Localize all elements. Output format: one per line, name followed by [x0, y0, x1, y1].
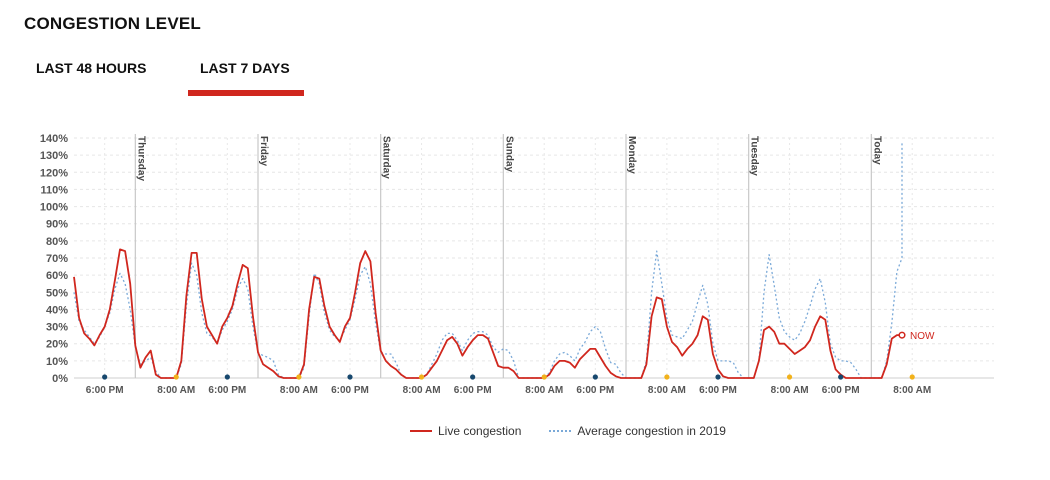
legend-swatch-average — [549, 430, 572, 432]
time-marker-dot — [541, 374, 547, 380]
y-tick-label: 40% — [46, 304, 68, 316]
y-tick-label: 20% — [46, 339, 68, 351]
tab-last-48-hours[interactable]: LAST 48 HOURS — [36, 60, 147, 76]
x-tick-label: 6:00 PM — [208, 385, 246, 396]
day-label: Sunday — [503, 136, 514, 173]
day-label: Saturday — [381, 136, 392, 179]
congestion-chart: 0% 10% 20% 30% 40% 50% 60% 70% 80% 90% 100% 110% 120… — [40, 133, 994, 396]
now-label: NOW — [910, 331, 935, 342]
time-marker-dot — [418, 374, 425, 380]
legend-label-average: Average congestion in 2019 — [577, 424, 726, 438]
x-tick-label: 6:00 PM — [822, 385, 860, 396]
time-marker-dot — [102, 374, 108, 380]
x-tick-label: 6:00 PM — [86, 385, 124, 396]
legend-swatch-live — [410, 430, 432, 432]
series-line-live — [73, 248, 902, 379]
x-tick-label: 8:00 AM — [525, 385, 563, 396]
page-title: CONGESTION LEVEL — [24, 14, 201, 33]
x-tick-label: 8:00 AM — [648, 385, 686, 396]
time-marker-dot — [664, 374, 670, 380]
day-label: Tuesday — [749, 136, 760, 176]
now-marker — [898, 331, 906, 339]
x-tick-label: 8:00 AM — [893, 385, 931, 396]
x-tick-label: 8:00 AM — [157, 385, 195, 396]
day-label: Monday — [626, 136, 637, 174]
legend-item-live[interactable]: Live congestion — [410, 424, 521, 438]
time-marker-dot — [296, 374, 302, 380]
x-tick-label: 6:00 PM — [331, 385, 369, 396]
time-marker-dot — [224, 374, 230, 380]
y-tick-label: 50% — [46, 287, 68, 299]
x-tick-label: 8:00 AM — [771, 385, 809, 396]
y-tick-label: 60% — [46, 270, 68, 282]
legend-label-live: Live congestion — [438, 424, 522, 438]
time-marker-dot — [592, 374, 598, 380]
y-tick-label: 80% — [46, 236, 68, 248]
time-marker-dot — [347, 374, 353, 380]
y-tick-label: 110% — [40, 184, 68, 196]
x-tick-label: 8:00 AM — [280, 385, 318, 396]
x-tick-label: 6:00 PM — [454, 385, 492, 396]
time-marker-dot — [173, 374, 179, 380]
day-label: Friday — [258, 136, 269, 166]
legend-item-average[interactable]: Average congestion in 2019 — [549, 424, 726, 438]
time-marker-dot — [909, 374, 915, 380]
y-tick-label: 0% — [52, 373, 68, 385]
y-tick-label: 140% — [40, 133, 68, 145]
day-label: Today — [871, 136, 882, 165]
y-tick-label: 70% — [46, 253, 68, 265]
x-tick-label: 6:00 PM — [699, 385, 737, 396]
active-tab-indicator — [188, 90, 304, 96]
tab-last-7-days[interactable]: LAST 7 DAYS — [200, 60, 290, 76]
x-tick-label: 8:00 AM — [403, 385, 441, 396]
y-tick-label: 10% — [46, 356, 68, 368]
y-tick-label: 100% — [40, 202, 68, 214]
time-marker-dot — [838, 374, 844, 380]
x-tick-label: 6:00 PM — [576, 385, 614, 396]
time-marker-dot — [715, 374, 721, 380]
y-tick-label: 120% — [40, 167, 68, 179]
time-marker-dot — [786, 374, 793, 380]
day-label: Thursday — [135, 136, 146, 181]
y-tick-label: 90% — [46, 219, 68, 231]
time-marker-dot — [470, 374, 476, 380]
chart-legend: Live congestion Average congestion in 20… — [410, 424, 754, 438]
y-tick-label: 130% — [40, 150, 68, 162]
y-tick-label: 30% — [46, 322, 68, 334]
